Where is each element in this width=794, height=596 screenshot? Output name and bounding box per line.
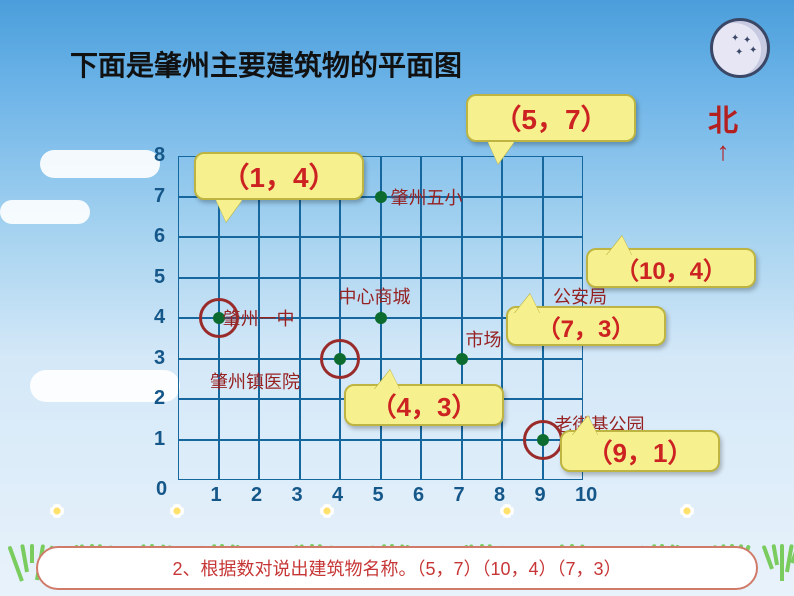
grid-cell [462, 197, 503, 238]
coordinate-callout: （10，4） [586, 248, 756, 288]
map-point [375, 191, 387, 203]
grid-cell [502, 359, 543, 400]
grid-cell [421, 237, 462, 278]
axis-y-label: 2 [154, 387, 165, 410]
callout-tail [606, 236, 632, 256]
grass-decoration [0, 474, 794, 544]
grid-cell [259, 399, 300, 440]
flower-icon [170, 504, 184, 518]
moon-star-icon: ✦ [735, 47, 743, 58]
grid-cell [462, 237, 503, 278]
grid-cell [178, 197, 219, 238]
grid-cell [178, 237, 219, 278]
north-indicator: 北 ↑ [708, 96, 738, 163]
coordinate-callout: （7，3） [506, 306, 666, 346]
grid-cell [421, 318, 462, 359]
coordinate-callout: （4，3） [344, 384, 504, 426]
map-point-label: 市场 [466, 326, 502, 352]
cloud-shape [40, 150, 160, 178]
axis-y-label: 4 [154, 306, 165, 329]
flower-icon [500, 504, 514, 518]
axis-y-label: 1 [154, 428, 165, 451]
north-label: 北 [708, 105, 738, 138]
grid-cell [219, 237, 260, 278]
grid-cell [300, 237, 341, 278]
axis-y-label: 3 [154, 347, 165, 370]
grid-cell [543, 197, 584, 238]
map-point [375, 312, 387, 324]
grid-cell [259, 237, 300, 278]
grid-cell [259, 197, 300, 238]
grid-cell [300, 278, 341, 319]
grid-cell [543, 359, 584, 400]
map-point-label: 中心商城 [339, 283, 411, 309]
question-text: 2、根据数对说出建筑物名称。（5，7）（10，4）（7，3） [172, 555, 621, 581]
highlight-circle [199, 298, 239, 338]
callout-tail [514, 294, 540, 314]
flower-icon [680, 504, 694, 518]
highlight-circle [523, 420, 563, 460]
callout-tail [572, 416, 598, 436]
grid-cell [300, 197, 341, 238]
callout-tail [488, 142, 514, 164]
grid-cell [340, 197, 381, 238]
highlight-circle [320, 339, 360, 379]
map-point-label: 肇州镇医院 [210, 368, 300, 394]
page-title: 下面是肇州主要建筑物的平面图 [70, 44, 462, 84]
grid-cell [300, 399, 341, 440]
coordinate-callout: （9，1） [560, 430, 720, 472]
axis-y-label: 6 [154, 225, 165, 248]
grid-cell [462, 278, 503, 319]
grid-cell [219, 399, 260, 440]
grid-cell [381, 237, 422, 278]
coordinate-callout: （1，4） [194, 152, 364, 200]
grid-cell [502, 197, 543, 238]
question-bar: 2、根据数对说出建筑物名称。（5，7）（10，4）（7，3） [36, 546, 758, 590]
grid-cell [543, 156, 584, 197]
moon-star-icon: ✦ [749, 45, 757, 56]
moon-star-icon: ✦ [731, 33, 739, 44]
map-point [456, 353, 468, 365]
callout-tail [216, 200, 242, 222]
grid-cell [543, 237, 584, 278]
north-arrow-icon: ↑ [708, 140, 738, 163]
map-point-label: 肇州五小 [391, 184, 463, 210]
grid-cell [178, 399, 219, 440]
grid-cell [421, 278, 462, 319]
axis-y-label: 8 [154, 144, 165, 167]
flower-icon [320, 504, 334, 518]
flower-icon [50, 504, 64, 518]
moon-icon: ✦✦✦✦ [710, 18, 770, 78]
grid-cell [502, 237, 543, 278]
axis-y-label: 5 [154, 266, 165, 289]
callout-tail [374, 370, 400, 390]
coordinate-callout: （5，7） [466, 94, 636, 142]
grid-cell [340, 237, 381, 278]
grid-cell [381, 318, 422, 359]
cloud-shape [0, 200, 90, 224]
axis-y-label: 7 [154, 185, 165, 208]
